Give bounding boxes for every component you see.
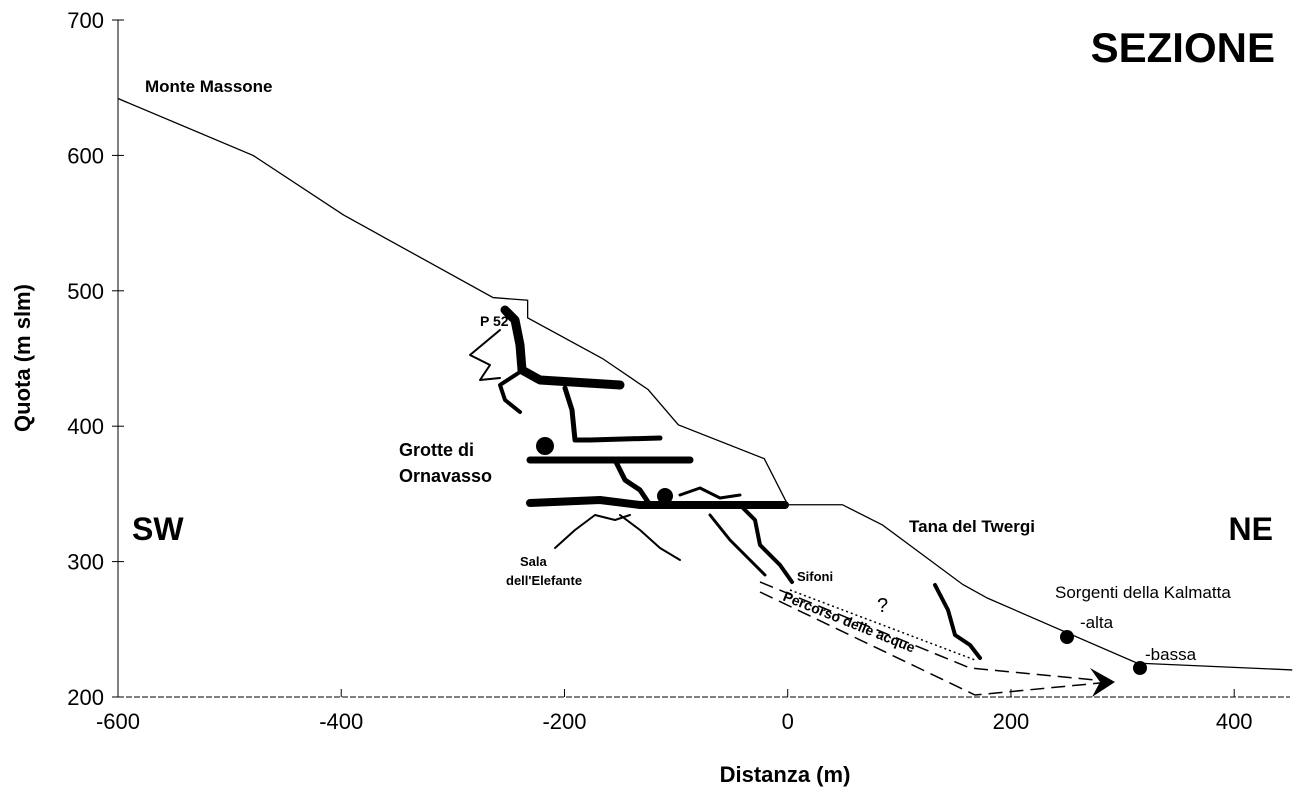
water-path — [759, 581, 1096, 681]
cave-passage — [738, 503, 794, 584]
cave-passages — [469, 305, 982, 660]
water-paths — [759, 581, 1147, 697]
cave-passage — [498, 370, 522, 414]
water-path — [759, 591, 1101, 696]
spring — [1060, 630, 1074, 644]
annotation: Ornavasso — [399, 466, 492, 486]
cave-chamber — [657, 488, 673, 504]
cave-passage — [554, 514, 631, 549]
annotation: -bassa — [1145, 645, 1197, 664]
cave-passage — [500, 305, 625, 390]
chart-title: SEZIONE — [1091, 24, 1275, 71]
y-tick-label: 400 — [67, 414, 104, 439]
spring — [1133, 661, 1147, 675]
y-tick-label: 600 — [67, 143, 104, 168]
x-tick-label: 400 — [1216, 709, 1253, 734]
cave-passage — [933, 583, 982, 660]
annotation: Sorgenti della Kalmatta — [1055, 583, 1231, 602]
x-axis-label: Distanza (m) — [720, 762, 851, 787]
x-tick-label: 200 — [993, 709, 1030, 734]
annotation: Percorso delle acque — [781, 588, 918, 656]
annotation: Grotte di — [399, 440, 474, 460]
y-tick-label: 200 — [67, 685, 104, 710]
x-tick-label: -400 — [319, 709, 363, 734]
x-tick-label: 0 — [782, 709, 794, 734]
cave-passage — [708, 513, 767, 577]
cave-passage — [678, 486, 742, 500]
terrain-profile — [117, 97, 1293, 671]
y-tick-label: 500 — [67, 279, 104, 304]
cave-passage — [469, 329, 501, 381]
annotation: Tana del Twergi — [909, 517, 1035, 536]
annotation: NE — [1229, 511, 1273, 547]
arrow-head — [1090, 668, 1115, 697]
annotation: ? — [877, 595, 888, 617]
cave-passage — [562, 385, 663, 443]
cave-passage — [619, 514, 681, 561]
annotation: P 52 — [480, 313, 509, 329]
x-tick-label: -600 — [96, 709, 140, 734]
y-tick-label: 300 — [67, 550, 104, 575]
cave-passage — [526, 496, 789, 509]
y-tick-label: 700 — [67, 8, 104, 33]
cave-chamber — [536, 437, 554, 455]
annotation: Monte Massone — [145, 77, 273, 96]
cave-passage — [612, 457, 653, 508]
annotation: SW — [132, 511, 184, 547]
annotation: -alta — [1080, 613, 1114, 632]
annotation: Sala — [520, 554, 548, 569]
annotation: Sifoni — [797, 569, 833, 584]
y-axis-label: Quota (m slm) — [10, 284, 35, 432]
annotation: dell'Elefante — [506, 573, 582, 588]
x-tick-label: -200 — [542, 709, 586, 734]
